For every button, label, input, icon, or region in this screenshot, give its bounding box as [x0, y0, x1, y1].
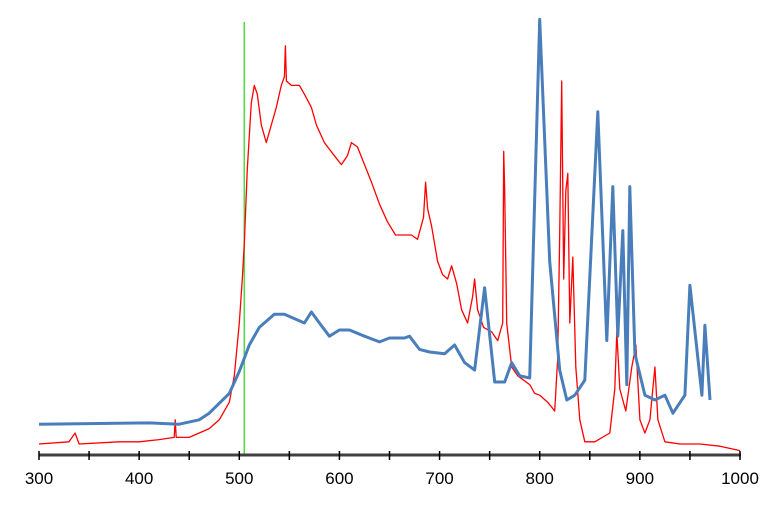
series-line-red-spectrum: [38, 45, 741, 452]
x-tick-label: 800: [526, 469, 554, 488]
x-tick-label: 700: [425, 469, 453, 488]
series-line-blue-spectrum: [38, 17, 712, 426]
x-ticks: 300 400 500 600 700 800 900 1000: [25, 451, 759, 488]
x-tick-label: 400: [125, 469, 153, 488]
x-tick-label: 1000: [721, 469, 759, 488]
x-tick-label: 600: [325, 469, 353, 488]
x-tick-label: 500: [225, 469, 253, 488]
x-tick-label: 900: [626, 469, 654, 488]
series-layer: [38, 17, 741, 452]
x-tick-label: 300: [25, 469, 53, 488]
